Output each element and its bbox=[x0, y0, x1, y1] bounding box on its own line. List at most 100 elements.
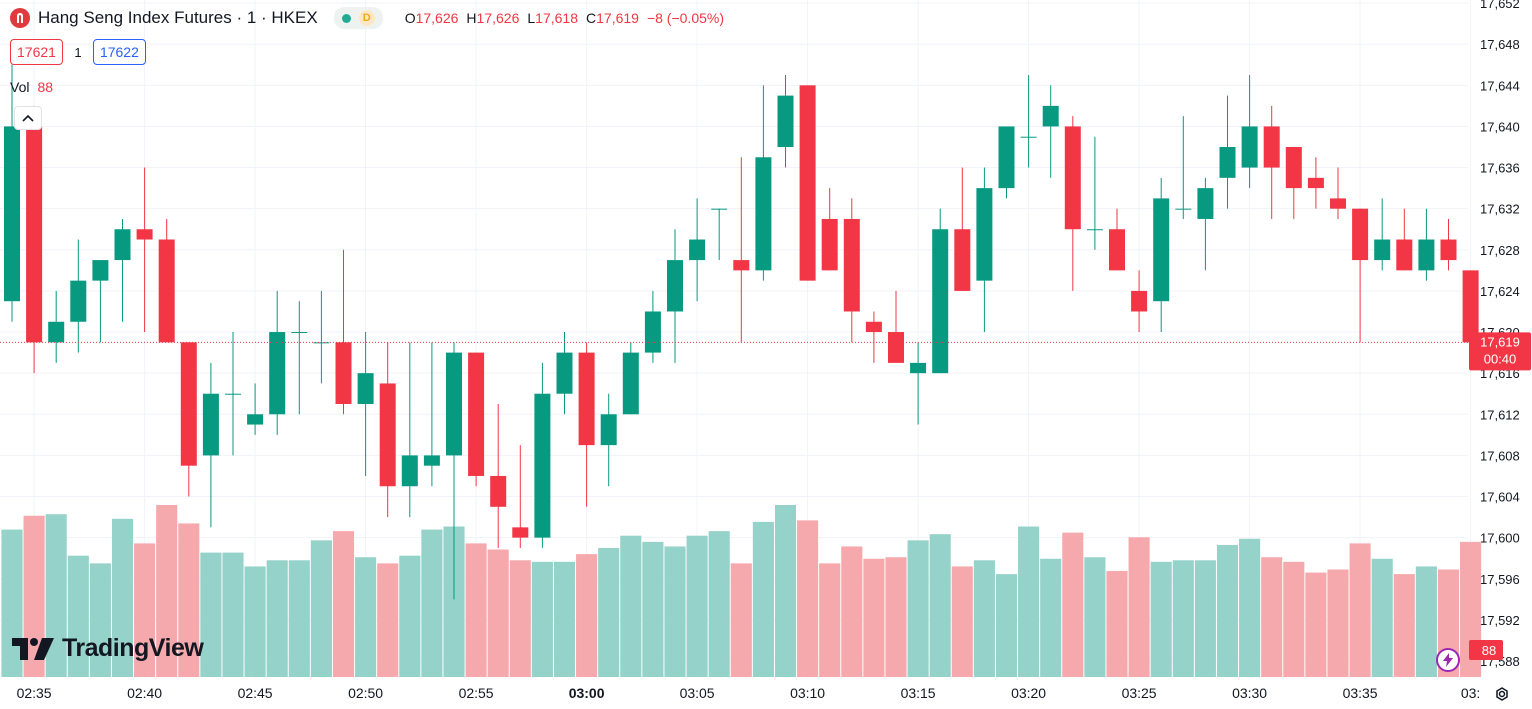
y-axis-tick-label: 17,648 bbox=[1480, 37, 1520, 52]
candle-body bbox=[622, 352, 639, 415]
candle-body bbox=[1462, 270, 1479, 343]
volume-bar bbox=[907, 540, 929, 677]
collapse-legend-button[interactable] bbox=[14, 106, 42, 130]
candle-body bbox=[534, 393, 551, 538]
y-axis-tick-label: 17,636 bbox=[1480, 161, 1520, 176]
candle-body bbox=[335, 342, 352, 404]
low-value: 17,618 bbox=[535, 10, 578, 26]
candle-body bbox=[26, 126, 43, 343]
candle-body bbox=[578, 352, 595, 446]
gear-icon[interactable] bbox=[1492, 684, 1512, 709]
volume-bar bbox=[553, 561, 576, 677]
market-open-icon bbox=[341, 13, 351, 23]
volume-bar bbox=[1018, 526, 1040, 677]
candle-body bbox=[689, 239, 706, 261]
candle-body bbox=[48, 321, 65, 343]
ohlc-legend: O17,626 H17,626 L17,618 C17,619 −8 (−0.0… bbox=[405, 10, 724, 26]
volume-bar bbox=[1393, 574, 1415, 677]
candle-body bbox=[711, 208, 728, 210]
candle-body bbox=[202, 393, 219, 456]
volume-bar bbox=[576, 554, 598, 677]
candle-body bbox=[1109, 229, 1125, 271]
volume-bar bbox=[421, 529, 443, 677]
x-axis-tick-label: 03:10 bbox=[790, 685, 825, 701]
volume-bar bbox=[1150, 561, 1172, 677]
market-status-pill[interactable]: D bbox=[333, 7, 383, 29]
volume-bar bbox=[929, 534, 951, 677]
open-label: O bbox=[404, 10, 416, 26]
y-axis-tick-label: 17,644 bbox=[1480, 78, 1520, 93]
x-axis-tick-label: 02:50 bbox=[348, 685, 383, 701]
candle-body bbox=[1131, 290, 1148, 312]
volume-bar bbox=[620, 535, 642, 677]
candle-body bbox=[910, 362, 927, 374]
candle-body bbox=[1418, 239, 1435, 271]
candle-body bbox=[1285, 147, 1302, 189]
symbol-title[interactable]: Hang Seng Index Futures · 1 · HKEX bbox=[38, 8, 318, 27]
volume-bar bbox=[1415, 566, 1437, 677]
candle-body bbox=[556, 352, 573, 394]
candle-body bbox=[1396, 239, 1413, 271]
chevron-up-icon bbox=[22, 114, 34, 122]
candle-body bbox=[755, 157, 772, 271]
volume-bar bbox=[310, 540, 332, 677]
candle-body bbox=[821, 218, 838, 271]
volume-bar bbox=[244, 566, 266, 677]
change-value: −8 (−0.05%) bbox=[646, 10, 725, 26]
volume-bar bbox=[1106, 571, 1128, 677]
x-axis-tick-label: 03:00 bbox=[569, 685, 605, 701]
candle-body bbox=[512, 527, 529, 538]
volume-bar bbox=[752, 521, 774, 677]
volume-bar bbox=[465, 543, 487, 677]
candle-body bbox=[998, 126, 1015, 189]
candle-body bbox=[1307, 177, 1324, 189]
candle-body bbox=[1374, 239, 1391, 261]
volume-bar bbox=[1283, 561, 1305, 677]
volume-bar bbox=[1349, 543, 1371, 677]
candle-body bbox=[644, 311, 661, 353]
y-axis-tick-label: 17,652 bbox=[1480, 0, 1520, 11]
candle-body bbox=[799, 85, 816, 281]
volume-bar bbox=[45, 514, 67, 677]
y-axis-tick-label: 17,612 bbox=[1480, 407, 1520, 422]
candle-body bbox=[70, 280, 87, 322]
last-price-badge bbox=[1469, 332, 1531, 371]
candle-body bbox=[423, 455, 440, 466]
lightning-button[interactable] bbox=[1436, 648, 1460, 672]
volume-bar bbox=[708, 531, 730, 677]
volume-value: 88 bbox=[37, 79, 54, 95]
candle-body bbox=[1352, 208, 1369, 261]
hsi-logo-icon bbox=[10, 8, 30, 28]
candle-body bbox=[379, 383, 396, 487]
ask-button[interactable]: 17622 bbox=[92, 39, 146, 65]
bid-button[interactable]: 17621 bbox=[10, 39, 63, 65]
volume-bar bbox=[531, 561, 553, 677]
candle-body bbox=[158, 239, 175, 343]
volume-bar bbox=[1040, 558, 1062, 677]
candle-body bbox=[1064, 126, 1081, 230]
y-axis-tick-label: 17,624 bbox=[1480, 284, 1520, 299]
volume-bar bbox=[995, 574, 1018, 677]
last-price-label: 17,619 bbox=[1480, 334, 1520, 349]
volume-bar bbox=[111, 518, 134, 677]
spread-value: 1 bbox=[74, 44, 82, 60]
volume-bar bbox=[377, 563, 399, 677]
volume-bar bbox=[89, 563, 111, 677]
close-value: 17,619 bbox=[596, 10, 639, 26]
countdown-label: 00:40 bbox=[1484, 351, 1517, 366]
volume-label: Vol bbox=[10, 79, 30, 95]
volume-legend: Vol 88 bbox=[10, 79, 53, 95]
symbol-header: Hang Seng Index Futures · 1 · HKEX D O17… bbox=[10, 6, 724, 30]
candle-body bbox=[291, 332, 308, 334]
volume-bar bbox=[774, 505, 797, 677]
candle-body bbox=[4, 126, 20, 302]
volume-bar bbox=[686, 535, 708, 677]
x-axis-tick-label: 03:35 bbox=[1343, 685, 1378, 701]
volume-bar bbox=[664, 546, 686, 677]
x-axis-tick-label: 03:20 bbox=[1011, 685, 1046, 701]
candle-body bbox=[92, 260, 109, 281]
bid-ask-panel: 17621 1 17622 bbox=[10, 39, 146, 65]
tradingview-watermark[interactable]: TradingView bbox=[12, 634, 204, 663]
volume-bar bbox=[67, 555, 89, 677]
